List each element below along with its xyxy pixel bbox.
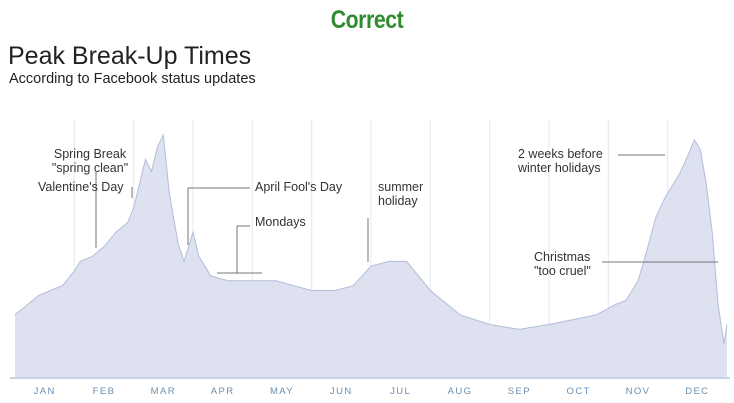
annotation-6-line-0: Christmas <box>534 250 590 264</box>
breakup-area-outline <box>14 133 728 345</box>
annotation-5-line-1: winter holidays <box>517 161 601 175</box>
month-label-nov: NOV <box>626 386 651 397</box>
annotation-2-line-0: April Fool's Day <box>255 180 343 194</box>
chart-title: Peak Break-Up Times <box>8 42 252 70</box>
month-label-jun: JUN <box>330 386 353 397</box>
annotation-4-line-1: holiday <box>378 194 418 208</box>
breakup-area-series <box>15 135 727 378</box>
annotation-6-line-1: "too cruel" <box>534 264 591 278</box>
month-label-oct: OCT <box>567 386 591 397</box>
month-label-dec: DEC <box>685 386 709 397</box>
annotation-1-line-0: Valentine's Day <box>38 180 124 194</box>
month-label-mar: MAR <box>151 386 176 397</box>
annotation-4-line-0: summer <box>378 180 423 194</box>
month-label-feb: FEB <box>93 386 116 397</box>
month-label-aug: AUG <box>448 386 473 397</box>
annotation-0-line-0: Spring Break <box>54 147 127 161</box>
chart-subtitle: According to Facebook status updates <box>9 71 256 87</box>
month-label-jan: JAN <box>34 386 56 397</box>
month-label-sep: SEP <box>508 386 531 397</box>
annotation-3-line-0: Mondays <box>255 215 306 229</box>
chart-annotations: Spring Break"spring clean" Valentine's Da… <box>38 147 718 278</box>
annotation-5-line-0: 2 weeks before <box>518 147 603 161</box>
month-tick-labels: JAN FEB MAR APR MAY JUN JUL AUG SEP OCT NOV DEC <box>34 386 709 397</box>
month-label-apr: APR <box>211 386 235 397</box>
verdict-label: Correct <box>330 6 404 34</box>
month-label-may: MAY <box>270 386 294 397</box>
month-label-jul: JUL <box>390 386 411 397</box>
annotation-0-line-1: "spring clean" <box>52 161 128 175</box>
